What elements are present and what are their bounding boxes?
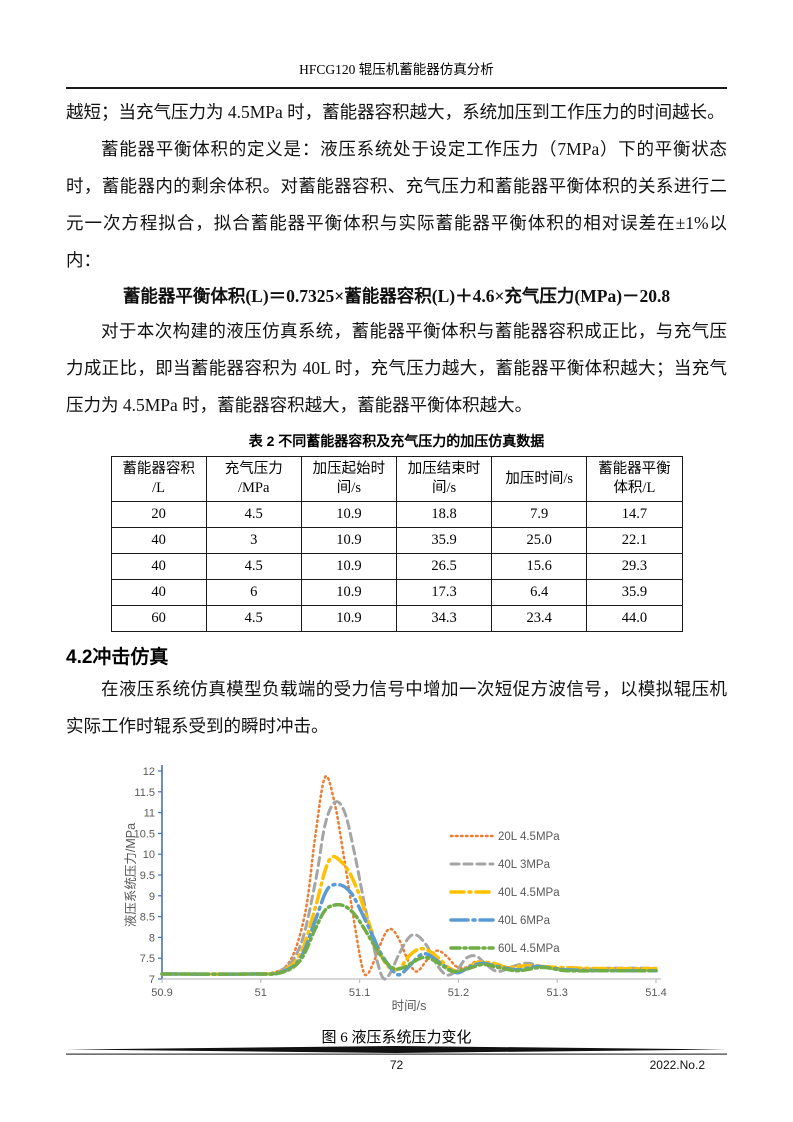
table-cell: 17.3 xyxy=(395,579,493,606)
x-tick-label: 51.3 xyxy=(546,987,567,999)
table-cell: 22.1 xyxy=(586,527,683,554)
page-content: 越短；当充气压力为 4.5MPa 时，蓄能器容积越大，系统加压到工作压力的时间越… xyxy=(66,94,727,1047)
x-tick-label: 51 xyxy=(255,987,267,999)
table-cell: 6.4 xyxy=(491,579,588,606)
y-tick-label: 11.5 xyxy=(134,787,155,799)
y-tick-label: 10 xyxy=(143,849,155,861)
y-tick-label: 7 xyxy=(149,974,155,986)
legend-label: 60L 4.5MPa xyxy=(498,943,560,955)
legend-label: 40L 4.5MPa xyxy=(498,887,560,899)
table-cell: 26.5 xyxy=(395,553,493,580)
table-cell: 10.9 xyxy=(300,553,397,580)
footer-rule-lens xyxy=(66,1046,727,1053)
table-cell: 10.9 xyxy=(300,501,397,528)
table-cell: 4.5 xyxy=(205,553,302,580)
table-cell: 44.0 xyxy=(586,605,683,632)
table-cell: 35.9 xyxy=(395,527,493,554)
table-cell: 3 xyxy=(205,527,302,554)
y-tick-label: 8 xyxy=(149,932,155,944)
table-row: 60 4.5 10.9 34.3 23.4 44.0 xyxy=(110,605,683,632)
y-tick-label: 9 xyxy=(149,891,155,903)
table-cell: 10.9 xyxy=(300,579,397,606)
table-caption: 表 2 不同蓄能器容积及充气压力的加压仿真数据 xyxy=(248,433,545,449)
y-tick-label: 9.5 xyxy=(140,870,155,882)
table-cell: 6 xyxy=(205,579,302,606)
table-header-cell: 蓄能器平衡 体积/L xyxy=(586,456,683,502)
table-header-cell: 充气压力 /MPa xyxy=(205,456,302,502)
series-line-40L-3MPa xyxy=(160,800,658,981)
table-header-cell: 加压起始时 间/s xyxy=(300,456,397,502)
page-number: 72 xyxy=(389,1058,404,1072)
table-cell: 40 xyxy=(110,527,207,554)
table-cell: 60 xyxy=(110,605,207,632)
table-cell: 40 xyxy=(110,553,207,580)
series-line-40L-4-5MPa xyxy=(160,854,658,976)
table-header-row: 蓄能器容积 /L 充气压力 /MPa 加压起始时 间/s 加压结束时 间/s 加压时间/… xyxy=(110,456,683,502)
legend-label: 40L 6MPa xyxy=(498,915,551,927)
section-heading-4-2: 4.2冲击仿真 xyxy=(66,647,169,668)
y-tick-label: 8.5 xyxy=(140,912,155,924)
y-axis-title: 液压系统压力/MPa xyxy=(124,823,138,927)
table-cell: 10.9 xyxy=(300,527,397,554)
table-cell: 4.5 xyxy=(205,501,302,528)
simulation-data-table: 蓄能器容积 /L 充气压力 /MPa 加压起始时 间/s 加压结束时 间/s 加压时间/… xyxy=(110,456,683,632)
legend-label: 20L 4.5MPa xyxy=(498,831,560,843)
pressure-chart-svg: 7 7.5 8 8.5 9 9.5 10 10.5 11 11.5 12 50.9 51 51.1 51.2… xyxy=(123,765,667,1013)
x-tick-label: 51.4 xyxy=(645,987,666,999)
table-body: 20 4.5 10.9 18.8 7.9 14.7 40 3 10.9 35.9 25.0 22.1 4… xyxy=(110,501,683,632)
footer-rule-underline xyxy=(66,1053,727,1055)
table-cell: 4.5 xyxy=(205,605,302,632)
table-header-cell: 加压结束时 间/s xyxy=(395,456,493,502)
table-cell: 23.4 xyxy=(491,605,588,632)
issue-label: 2022.No.2 xyxy=(649,1058,705,1072)
footer-row: 72 2022.No.2 xyxy=(66,1058,727,1074)
paragraph-continuation: 越短；当充气压力为 4.5MPa 时，蓄能器容积越大，系统加压到工作压力的时间越… xyxy=(66,102,725,122)
y-tick-label: 10.5 xyxy=(134,828,155,840)
x-tick-label: 51.1 xyxy=(349,987,370,999)
table-cell: 40 xyxy=(110,579,207,606)
table-row: 40 4.5 10.9 26.5 15.6 29.3 xyxy=(110,553,683,580)
table-row: 20 4.5 10.9 18.8 7.9 14.7 xyxy=(110,501,683,528)
y-tick-label: 12 xyxy=(143,766,155,778)
page-footer: 72 2022.No.2 xyxy=(66,1046,727,1074)
x-tick-label: 50.9 xyxy=(151,987,172,999)
table-cell: 15.6 xyxy=(491,553,588,580)
table-cell: 18.8 xyxy=(395,501,493,528)
table-cell: 10.9 xyxy=(300,605,397,632)
x-tick-label: 51.2 xyxy=(448,987,469,999)
paragraph-shock-simulation: 在液压系统仿真模型负载端的受力信号中增加一次短促方波信号，以模拟辊压机实际工作时… xyxy=(66,679,727,736)
y-tick-label: 11 xyxy=(144,808,155,820)
table-header-cell: 蓄能器容积 /L xyxy=(110,456,207,502)
table-cell: 25.0 xyxy=(491,527,588,554)
x-axis-title: 时间/s xyxy=(392,999,427,1013)
table-header-cell: 加压时间/s xyxy=(491,456,588,502)
y-tick-label: 7.5 xyxy=(140,953,155,965)
running-head: HFCG120 辊压机蓄能器仿真分析 xyxy=(299,62,494,77)
table-cell: 7.9 xyxy=(491,501,588,528)
table-cell: 29.3 xyxy=(586,553,683,580)
table-cell: 20 xyxy=(110,501,207,528)
table-cell: 35.9 xyxy=(586,579,683,606)
table-cell: 34.3 xyxy=(395,605,493,632)
equilibrium-volume-formula: 蓄能器平衡体积(L)＝0.7325×蓄能器容积(L)＋4.6×充气压力(MPa)… xyxy=(122,286,671,306)
paragraph-definition: 蓄能器平衡体积的定义是：液压系统处于设定工作压力（7MPa）下的平衡状态时，蓄能… xyxy=(66,139,727,270)
footer-rule xyxy=(66,1046,727,1055)
series-line-20L-4-5MPa xyxy=(160,774,658,977)
legend-label: 40L 3MPa xyxy=(498,859,551,871)
page-header: HFCG120 辊压机蓄能器仿真分析 xyxy=(66,0,727,89)
table-row: 40 6 10.9 17.3 6.4 35.9 xyxy=(110,579,683,606)
table-row: 40 3 10.9 35.9 25.0 22.1 xyxy=(110,527,683,554)
table-cell: 14.7 xyxy=(586,501,683,528)
paragraph-analysis: 对于本次构建的液压仿真系统，蓄能器平衡体积与蓄能器容积成正比，与充气压力成正比，… xyxy=(66,321,727,415)
series-line-60L-4-5MPa xyxy=(160,902,658,976)
figure-caption: 图 6 液压系统压力变化 xyxy=(321,1030,472,1046)
pressure-chart: 7 7.5 8 8.5 9 9.5 10 10.5 11 11.5 12 50.9 51 51.1 51.2… xyxy=(123,757,727,1024)
